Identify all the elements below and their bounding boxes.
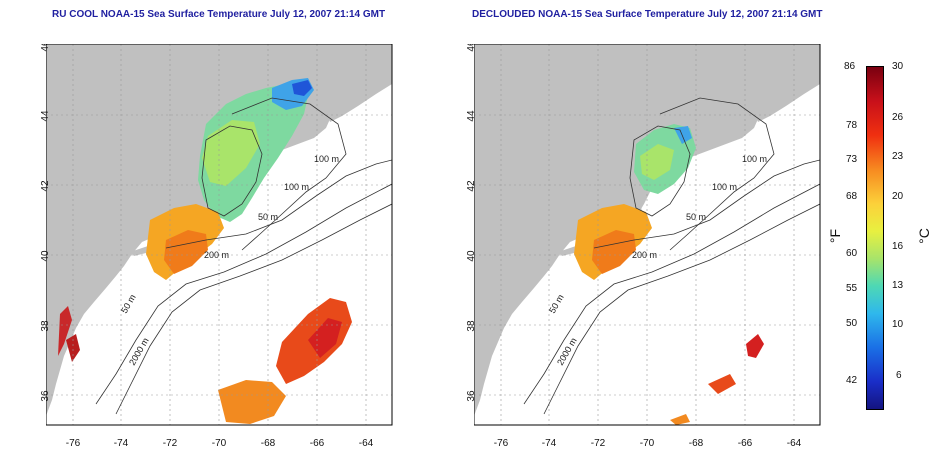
colorbar-c-tick: 13 [892,280,904,291]
right-lat-axis: 46 44 42 40 38 36 [462,40,480,429]
sst-patch-south-2 [308,318,342,358]
lon-tick-label: -76 [66,438,81,449]
contour-label: 100 m [742,154,767,164]
left-lon-axis: -76 -74 -72 -70 -68 -66 -64 [46,432,392,450]
colorbar-c-tick: 23 [892,151,904,162]
left-map-title: RU COOL NOAA-15 Sea Surface Temperature … [52,9,386,20]
contour-shelf [115,203,392,415]
left-sst-map: 100 m 100 m 50 m 200 m 50 m 2000 m [46,44,393,426]
sst-patch-south-1 [746,334,764,358]
sst-patch-shelf-hot [592,230,636,274]
lon-tick-label: -72 [163,438,178,449]
contour-200m [593,159,820,249]
lon-tick-label: -76 [494,438,509,449]
lat-tick-label: 38 [40,320,51,332]
lon-tick-label: -72 [591,438,606,449]
lat-tick-label: 36 [466,390,477,402]
land-mass [46,44,392,416]
contour-2000m [523,183,820,405]
lon-tick-label: -68 [689,438,704,449]
lon-tick-label: -66 [310,438,325,449]
lat-tick-label: 44 [40,110,51,122]
sst-patch-cool [674,126,692,144]
nova-scotia-land [320,62,392,122]
colorbar-c-tick: 20 [892,191,904,202]
right-map-title: DECLOUDED NOAA-15 Sea Surface Temperatur… [472,9,823,20]
lat-tick-label: 40 [466,250,477,262]
lat-tick-label: 44 [466,110,477,122]
sst-patch-south-3 [670,414,690,425]
contour-label: 100 m [712,182,737,192]
sst-patch-south-3 [218,380,286,424]
contour-label: 50 m [686,212,706,222]
lat-tick-label: 38 [466,320,477,332]
colorbar [866,66,884,410]
sst-patch-coastal [58,306,72,356]
contour-label: 200 m [204,250,229,260]
lat-tick-label: 42 [40,180,51,192]
colorbar-c-tick: 30 [892,61,904,72]
contour-2000m [95,183,392,405]
sst-patch-south-2 [708,374,736,394]
right-lon-axis: -76 -74 -72 -70 -68 -66 -64 [474,432,820,450]
colorbar-f-tick: 42 [846,375,858,386]
lon-tick-label: -70 [640,438,655,449]
colorbar-f-tick: 78 [846,120,858,131]
lon-tick-label: -70 [212,438,227,449]
lon-tick-label: -64 [787,438,802,449]
sst-patch-mid [202,120,260,186]
contour-50m [201,125,263,217]
contour-200m [165,159,392,249]
sst-patch-bay [66,334,80,362]
sst-patch-cold [292,80,312,96]
lon-tick-label: -74 [542,438,557,449]
colorbar-f-tick: 73 [846,154,858,165]
lat-tick-label: 40 [40,250,51,262]
lon-tick-label: -64 [359,438,374,449]
colorbar-unit-c: °C [915,228,932,244]
colorbar-f-tick: 60 [846,248,858,259]
colorbar-f-tick: 55 [846,283,858,294]
colorbar-c-tick: 6 [896,370,902,381]
colorbar-f-tick: 68 [846,191,858,202]
contour-50m [629,125,691,217]
lat-tick-label: 36 [40,390,51,402]
colorbar-unit-f: °F [827,228,844,244]
sst-patch-shelf-hot [164,230,208,274]
nova-scotia-land [748,62,820,122]
lon-tick-label: -74 [114,438,129,449]
colorbar-c-tick: 10 [892,319,904,330]
sst-patch-mid [640,144,674,180]
colorbar-f-tick: 50 [846,318,858,329]
left-lat-axis: 46 44 42 40 38 36 [36,40,54,429]
colorbar-f-tick: 86 [844,61,856,72]
lat-tick-label: 46 [466,44,477,52]
land-mass [474,44,820,416]
colorbar-c-tick: 16 [892,241,904,252]
contour-label: 200 m [632,250,657,260]
contour-shelf [543,203,820,415]
contour-label: 100 m [284,182,309,192]
contour-label: 50 m [258,212,278,222]
lon-tick-label: -66 [738,438,753,449]
lat-tick-label: 46 [40,44,51,52]
lat-tick-label: 42 [466,180,477,192]
contour-label: 100 m [314,154,339,164]
right-sst-map: 100 m 100 m 50 m 200 m 50 m 2000 m [474,44,821,426]
colorbar-c-tick: 26 [892,112,904,123]
lon-tick-label: -68 [261,438,276,449]
